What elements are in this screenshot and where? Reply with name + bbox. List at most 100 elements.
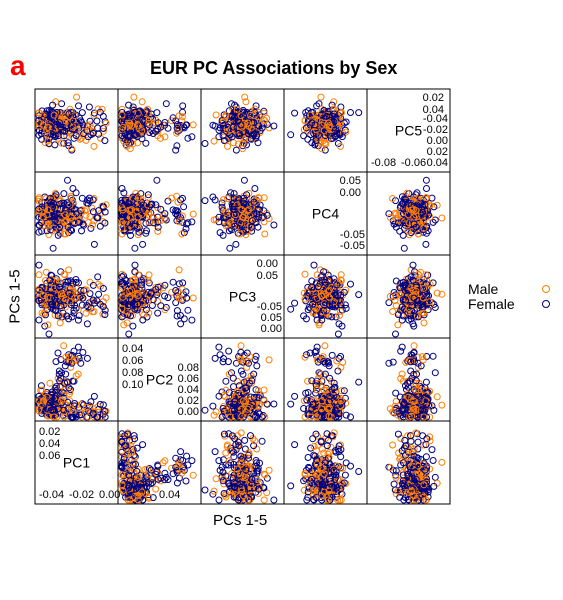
point-female — [36, 317, 42, 323]
point-female — [424, 186, 430, 192]
point-female — [292, 393, 298, 399]
tick-label: 0.06 — [178, 373, 199, 385]
point-male — [213, 476, 219, 482]
point-male — [434, 394, 440, 400]
point-male — [266, 357, 272, 363]
tick-label: 0.00 — [99, 489, 120, 501]
point-female — [400, 232, 406, 238]
point-female — [155, 310, 161, 316]
tick-label: 0.04 — [178, 384, 199, 396]
point-female — [356, 292, 362, 298]
tick-label: 0.00 — [261, 323, 282, 335]
tick-label: -0.08 — [371, 157, 396, 169]
point-female — [348, 110, 354, 116]
point-female — [305, 455, 311, 461]
tick-label: 0.05 — [261, 312, 282, 324]
point-female — [356, 110, 362, 116]
point-female — [271, 497, 277, 503]
point-female — [292, 300, 298, 306]
panel-PC3-vs-PC1 — [35, 255, 118, 338]
point-female — [180, 103, 186, 109]
point-female — [170, 279, 176, 285]
point-female — [301, 133, 307, 139]
point-female — [343, 305, 349, 311]
point-female — [170, 471, 176, 477]
point-male — [439, 402, 445, 408]
point-female — [252, 186, 258, 192]
tick-label: 0.00 — [427, 135, 448, 147]
panel-PC5-vs-PC5: PC50.020.040.040.020.00-0.02-0.04-0.08 -0… — [367, 89, 450, 172]
tick-label: 0.04 — [159, 489, 180, 501]
tick-label: 0.05 — [257, 270, 278, 282]
point-female — [94, 118, 100, 124]
point-male — [238, 343, 244, 349]
point-male — [190, 472, 196, 478]
point-female — [36, 262, 42, 268]
point-female — [97, 223, 103, 229]
point-male — [390, 309, 396, 315]
point-female — [356, 469, 362, 475]
point-female — [228, 190, 234, 196]
point-male — [190, 122, 196, 128]
panel-PC3-vs-PC4 — [284, 255, 367, 338]
point-female — [423, 177, 429, 183]
tick-label: 0.00 — [257, 258, 278, 270]
point-female — [348, 463, 354, 469]
point-male — [131, 94, 137, 100]
point-female — [288, 483, 294, 489]
point-female — [386, 211, 392, 217]
tick-label: 0.06 — [39, 450, 60, 462]
point-male — [211, 138, 217, 144]
point-female — [59, 101, 65, 107]
panel-PC5-vs-PC3 — [201, 89, 284, 172]
point-female — [91, 241, 97, 247]
point-male — [225, 196, 231, 202]
point-female — [100, 113, 106, 119]
point-female — [91, 393, 97, 399]
tick-label: 0.06 — [122, 355, 143, 367]
point-female — [96, 291, 102, 297]
point-female — [181, 316, 187, 322]
point-female — [216, 497, 222, 503]
panel-PC1-vs-PC3 — [201, 421, 284, 504]
point-female — [401, 245, 407, 251]
point-female — [154, 177, 160, 183]
point-male — [338, 309, 344, 315]
tick-label: 0.04 — [39, 438, 60, 450]
tick-label: 0.02 — [427, 146, 448, 158]
point-female — [73, 190, 79, 196]
point-female — [292, 110, 298, 116]
tick-label: -0.02 — [423, 124, 448, 136]
panel-PC4-vs-PC2 — [118, 172, 201, 255]
panel-PC4-vs-PC3 — [201, 172, 284, 255]
point-female — [185, 135, 191, 141]
panel-PC2-vs-PC1 — [35, 338, 118, 421]
point-female — [242, 446, 248, 452]
point-male — [225, 143, 231, 149]
point-female — [308, 445, 314, 451]
diagonal-label-PC5: PC5 — [395, 123, 422, 139]
point-female — [212, 449, 218, 455]
point-male — [395, 322, 401, 328]
point-female — [76, 103, 82, 109]
tick-label: -0.05 — [257, 301, 282, 313]
point-female — [271, 401, 277, 407]
point-female — [202, 141, 208, 147]
point-female — [61, 191, 67, 197]
point-male — [302, 271, 308, 277]
point-female — [335, 331, 341, 337]
point-female — [386, 300, 392, 306]
point-male — [190, 211, 196, 217]
point-male — [411, 343, 417, 349]
tick-label: 0.00 — [178, 406, 199, 418]
point-female — [79, 110, 85, 116]
point-female — [226, 348, 232, 354]
point-female — [430, 353, 436, 359]
point-male — [139, 99, 145, 105]
point-female — [254, 363, 260, 369]
point-female — [184, 453, 190, 459]
point-male — [176, 267, 182, 273]
diagonal-label-PC4: PC4 — [312, 206, 339, 222]
point-female — [233, 241, 239, 247]
